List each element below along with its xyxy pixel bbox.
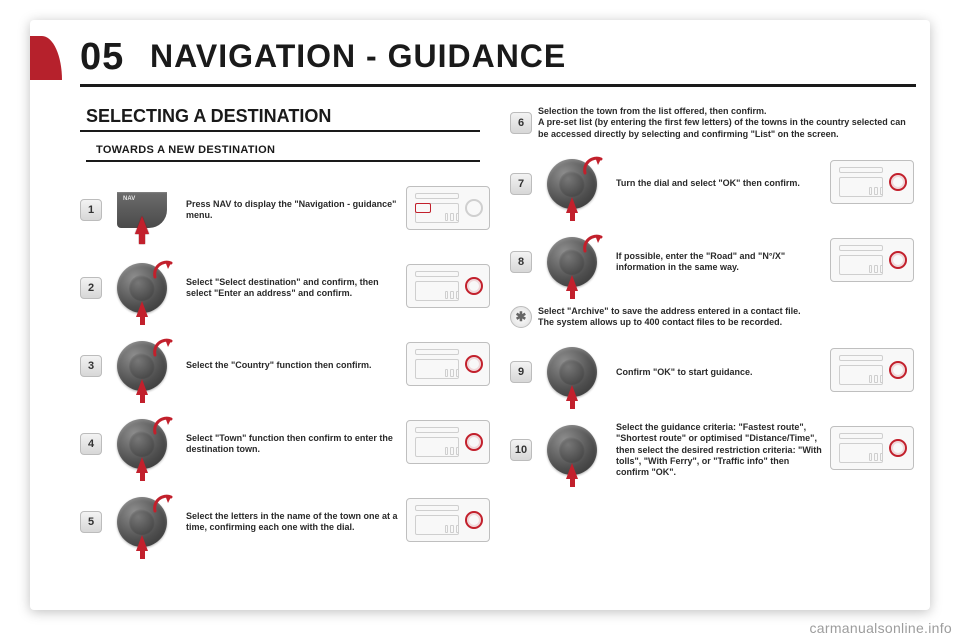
pointer-arrow-icon — [566, 275, 578, 291]
dial-icon — [538, 228, 606, 296]
subtitle-rule — [86, 160, 480, 162]
rotate-arrow-icon — [151, 335, 177, 361]
radio-unit-illustration — [830, 426, 914, 474]
pointer-arrow-icon — [566, 197, 578, 213]
step-text: Select the "Country" function then confi… — [186, 360, 406, 371]
pointer-arrow-icon — [136, 301, 148, 317]
step-number-badge: 1 — [80, 199, 102, 221]
step-number-badge: 2 — [80, 277, 102, 299]
tip-badge-icon: ✱ — [510, 306, 532, 328]
radio-knob-icon — [889, 173, 907, 191]
instruction-step: 10 Select the guidance criteria: "Fastest… — [510, 416, 914, 484]
radio-unit-illustration — [830, 238, 914, 286]
nav-key-icon — [108, 176, 176, 244]
nav-button-highlight — [415, 203, 431, 213]
step-text: Turn the dial and select "OK" then confi… — [616, 178, 830, 189]
header-accent — [30, 36, 76, 92]
step-text: Confirm "OK" to start guidance. — [616, 367, 830, 378]
step-number-badge: 10 — [510, 439, 532, 461]
dial-icon — [108, 254, 176, 322]
instruction-step: 6 Selection the town from the list offere… — [510, 106, 914, 140]
rotate-arrow-icon — [151, 491, 177, 517]
instruction-step: 9 Confirm "OK" to start guidance. — [510, 338, 914, 406]
dial-icon — [108, 488, 176, 556]
step-number-badge: 4 — [80, 433, 102, 455]
page-header: 05 NAVIGATION - GUIDANCE — [30, 36, 930, 96]
rotate-arrow-icon — [581, 231, 607, 257]
steps-right-column: 6 Selection the town from the list offere… — [510, 106, 914, 494]
pointer-arrow-icon — [566, 385, 578, 401]
pointer-arrow-icon — [135, 216, 149, 234]
step-number-badge: 6 — [510, 112, 532, 134]
section-title: SELECTING A DESTINATION — [86, 106, 331, 127]
step-text: Select "Select destination" and confirm,… — [186, 277, 406, 300]
radio-unit-illustration — [406, 342, 490, 390]
instruction-step: 4 Select "Town" function then confirm to … — [80, 410, 490, 478]
steps-left-column: 1 Press NAV to display the "Navigation - … — [80, 176, 490, 566]
step-text: Select the guidance criteria: "Fastest r… — [616, 422, 830, 478]
pointer-arrow-icon — [136, 457, 148, 473]
pointer-arrow-icon — [566, 463, 578, 479]
step-text: Press NAV to display the "Navigation - g… — [186, 199, 406, 222]
step-number-badge: 9 — [510, 361, 532, 383]
header-rule — [80, 84, 916, 87]
radio-knob-icon — [465, 277, 483, 295]
pointer-arrow-icon — [136, 379, 148, 395]
dial-icon — [538, 338, 606, 406]
section-subtitle: TOWARDS A NEW DESTINATION — [96, 144, 275, 156]
instruction-step: ✱ Select "Archive" to save the address en… — [510, 306, 914, 329]
instruction-step: 2 Select "Select destination" and confirm… — [80, 254, 490, 322]
step-number-badge: 3 — [80, 355, 102, 377]
watermark: carmanualsonline.info — [810, 620, 953, 636]
pointer-arrow-icon — [136, 535, 148, 551]
instruction-step: 3 Select the "Country" function then conf… — [80, 332, 490, 400]
chapter-title: NAVIGATION - GUIDANCE — [150, 38, 566, 75]
step-number-badge: 7 — [510, 173, 532, 195]
radio-knob-icon — [465, 355, 483, 373]
chapter-number: 05 — [80, 36, 124, 79]
radio-knob-icon — [465, 511, 483, 529]
dial-icon — [538, 150, 606, 218]
dial-icon — [108, 410, 176, 478]
radio-knob-icon — [889, 439, 907, 457]
instruction-step: 1 Press NAV to display the "Navigation - … — [80, 176, 490, 244]
rotate-arrow-icon — [151, 413, 177, 439]
dial-icon — [538, 416, 606, 484]
instruction-step: 7 Turn the dial and select "OK" then conf… — [510, 150, 914, 218]
radio-unit-illustration — [830, 160, 914, 208]
radio-knob-icon — [889, 361, 907, 379]
step-text: Select the letters in the name of the to… — [186, 511, 406, 534]
radio-knob-icon — [889, 251, 907, 269]
step-text: Select "Archive" to save the address ent… — [538, 306, 914, 329]
radio-unit-illustration — [406, 420, 490, 468]
rotate-arrow-icon — [581, 153, 607, 179]
instruction-step: 5 Select the letters in the name of the t… — [80, 488, 490, 556]
radio-knob-icon — [465, 199, 483, 217]
instruction-step: 8 If possible, enter the "Road" and "N°/X… — [510, 228, 914, 296]
radio-unit-illustration — [406, 498, 490, 546]
step-text: If possible, enter the "Road" and "N°/X"… — [616, 251, 830, 274]
radio-unit-illustration — [406, 264, 490, 312]
radio-knob-icon — [465, 433, 483, 451]
radio-unit-illustration — [406, 186, 490, 234]
dial-icon — [108, 332, 176, 400]
manual-page: 05 NAVIGATION - GUIDANCE SELECTING A DES… — [30, 20, 930, 610]
rotate-arrow-icon — [151, 257, 177, 283]
step-number-badge: 8 — [510, 251, 532, 273]
section-rule — [80, 130, 480, 132]
step-text: Selection the town from the list offered… — [538, 106, 914, 140]
step-number-badge: 5 — [80, 511, 102, 533]
step-text: Select "Town" function then confirm to e… — [186, 433, 406, 456]
radio-unit-illustration — [830, 348, 914, 396]
